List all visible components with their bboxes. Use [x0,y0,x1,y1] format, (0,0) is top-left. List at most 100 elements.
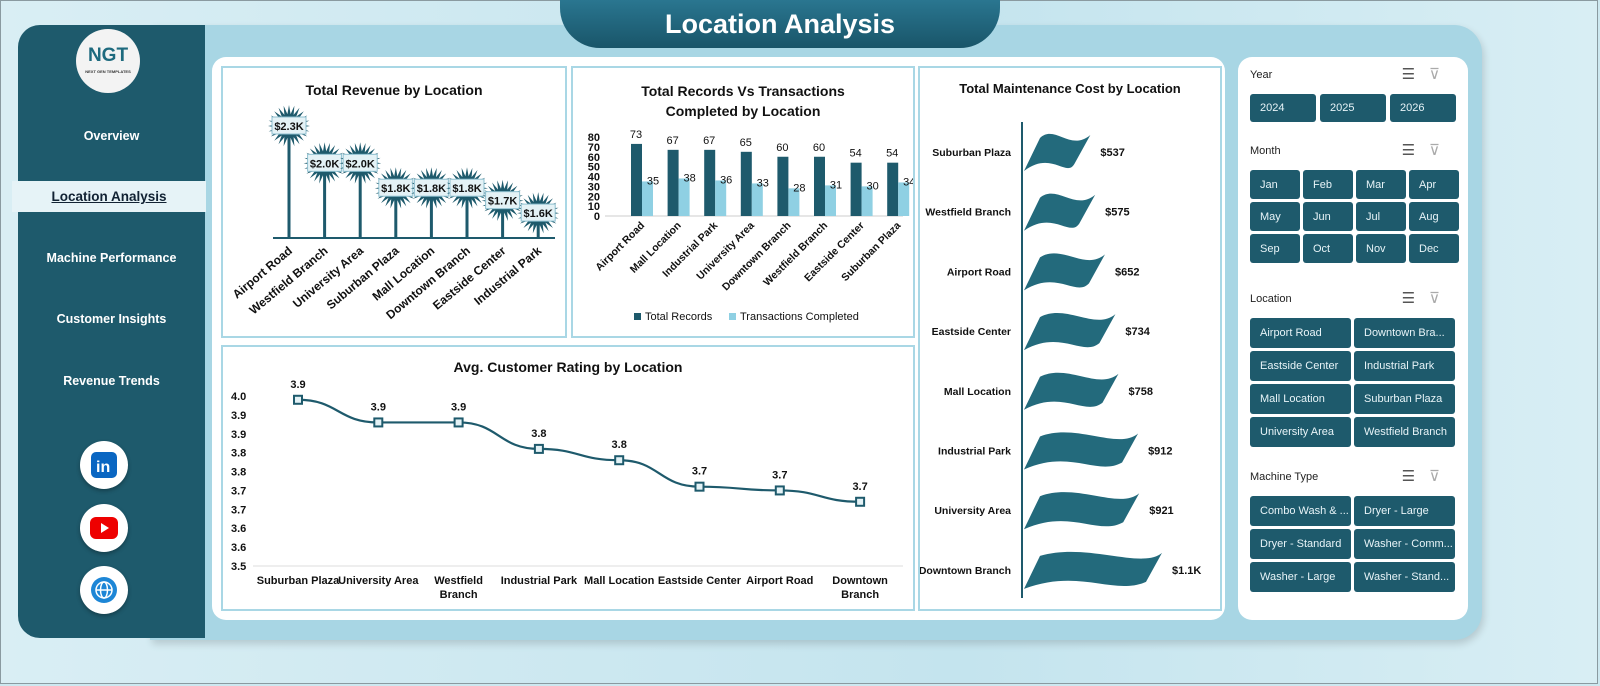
data-label-box [449,178,485,197]
machine-type-slicer-item[interactable]: Washer - Comm... [1354,529,1455,559]
rating-chart-card: Avg. Customer Rating by Location 3.5 3.6 3… [221,345,915,611]
y-tick-label: 80 [588,132,600,144]
month-slicer-item[interactable]: Mar [1356,170,1406,199]
location-slicer-item[interactable]: Mall Location [1250,384,1351,414]
year-slicer-item[interactable]: 2025 [1320,94,1386,122]
bar-transactions [642,181,653,216]
location-slicer-tools: ☰⊽ [1402,289,1454,307]
nav-location-analysis[interactable]: Location Analysis [12,181,206,212]
bar-records [814,156,825,216]
machine-type-slicer-item[interactable]: Washer - Large [1250,562,1351,592]
logo-text: NGT [87,45,129,66]
bar-transactions [825,185,836,216]
y-tick-label: Airport Road [947,266,1011,278]
month-slicer-item[interactable]: Aug [1409,202,1459,231]
month-slicer-item[interactable]: Apr [1409,170,1459,199]
y-tick-label: 4.0 [231,391,246,403]
x-tick-label: Downtown Branch [832,575,888,601]
data-label: 35 [647,175,659,187]
y-tick-label: Downtown Branch [920,565,1011,577]
nav-customer-insights[interactable]: Customer Insights [56,312,167,326]
location-slicer-item[interactable]: University Area [1250,417,1351,447]
data-label: 30 [866,180,878,192]
data-label: 28 [793,182,805,194]
y-tick-label: 70 [588,142,600,154]
location-slicer-item[interactable]: Downtown Bra... [1354,318,1455,348]
flag-bar [1024,372,1119,410]
machine-type-slicer-item[interactable]: Dryer - Large [1354,496,1455,526]
month-slicer-item[interactable]: Dec [1409,234,1459,263]
machine-type-slicer-item[interactable]: Dryer - Standard [1250,529,1351,559]
year-slicer-item[interactable]: 2024 [1250,94,1316,122]
month-slicer-item[interactable]: Nov [1356,234,1406,263]
flag-bar [1024,193,1096,231]
x-tick-label: Mall Location [584,575,655,587]
clear-filter-icon[interactable]: ⊽ [1429,290,1454,307]
data-label: 3.7 [692,466,707,478]
nav-overview[interactable]: Overview [83,129,140,143]
data-label: $1.7K [488,196,517,208]
data-label: $734 [1125,326,1150,338]
y-tick-label: 3.7 [231,504,246,516]
flag-bar [1024,551,1162,589]
x-tick-label: Suburban Plaza [257,575,340,587]
data-point [855,496,866,507]
maintenance-chart-title: Total Maintenance Cost by Location [959,81,1181,96]
nav-revenue-trends[interactable]: Revenue Trends [63,374,160,388]
nav-machine-performance[interactable]: Machine Performance [46,251,177,265]
machine-type-slicer-item[interactable]: Combo Wash & ... [1250,496,1351,526]
y-tick-label: 20 [588,191,600,203]
location-slicer-item[interactable]: Westfield Branch [1354,417,1455,447]
month-slicer-item[interactable]: Oct [1303,234,1353,263]
year-slicer-tools: ☰⊽ [1402,65,1454,83]
bar-records [777,156,789,216]
month-slicer-item[interactable]: Jun [1303,202,1353,231]
clear-filter-icon[interactable]: ⊽ [1429,66,1454,83]
month-slicer-item[interactable]: May [1250,202,1300,231]
data-label: 33 [757,177,769,189]
legend-swatch [634,313,641,320]
multi-select-icon[interactable]: ☰ [1401,290,1430,307]
maintenance-chart-card: Total Maintenance Cost by Location Subur… [918,66,1222,611]
bar-transactions [678,178,690,216]
data-label: 60 [776,142,788,154]
x-tick-label: Westfield Branch [761,220,830,289]
clear-filter-icon[interactable]: ⊽ [1429,142,1454,159]
multi-select-icon[interactable]: ☰ [1401,142,1430,159]
data-label: 73 [630,129,642,141]
data-label-box [271,116,307,135]
year-slicer-item[interactable]: 2026 [1390,94,1456,122]
youtube-icon[interactable] [80,504,128,552]
y-tick-label: 40 [588,172,600,184]
y-tick-label: 3.8 [231,467,246,479]
data-label: 54 [886,148,898,160]
multi-select-icon[interactable]: ☰ [1401,468,1430,485]
location-slicer-item[interactable]: Suburban Plaza [1354,384,1455,414]
globe-icon[interactable] [80,566,128,614]
data-label: 34 [903,176,913,188]
location-slicer-item[interactable]: Industrial Park [1354,351,1455,381]
location-slicer-title: Location [1250,293,1292,305]
bar-transactions [861,186,873,216]
data-label: $537 [1100,147,1124,159]
month-slicer-item[interactable]: Jan [1250,170,1300,199]
month-slicer-item[interactable]: Jul [1356,202,1406,231]
y-tick-label: 3.6 [231,542,246,554]
y-tick-label: 0 [594,211,600,223]
bar-transactions [788,188,800,216]
y-tick-label: 3.6 [231,523,246,535]
linkedin-icon[interactable]: in [80,441,128,489]
month-slicer-item[interactable]: Sep [1250,234,1300,263]
month-slicer-tools: ☰⊽ [1402,141,1454,159]
location-slicer-item[interactable]: Eastside Center [1250,351,1351,381]
machine-type-slicer-item[interactable]: Washer - Stand... [1354,562,1455,592]
maintenance-chart: Suburban Plaza $537 Westfield Branch $575 Ai… [920,122,1201,598]
data-point [614,455,625,466]
month-slicer-item[interactable]: Feb [1303,170,1353,199]
data-label-box [307,153,343,172]
clear-filter-icon[interactable]: ⊽ [1429,468,1454,485]
multi-select-icon[interactable]: ☰ [1401,66,1430,83]
data-label: $921 [1149,505,1173,517]
location-slicer-item[interactable]: Airport Road [1250,318,1351,348]
